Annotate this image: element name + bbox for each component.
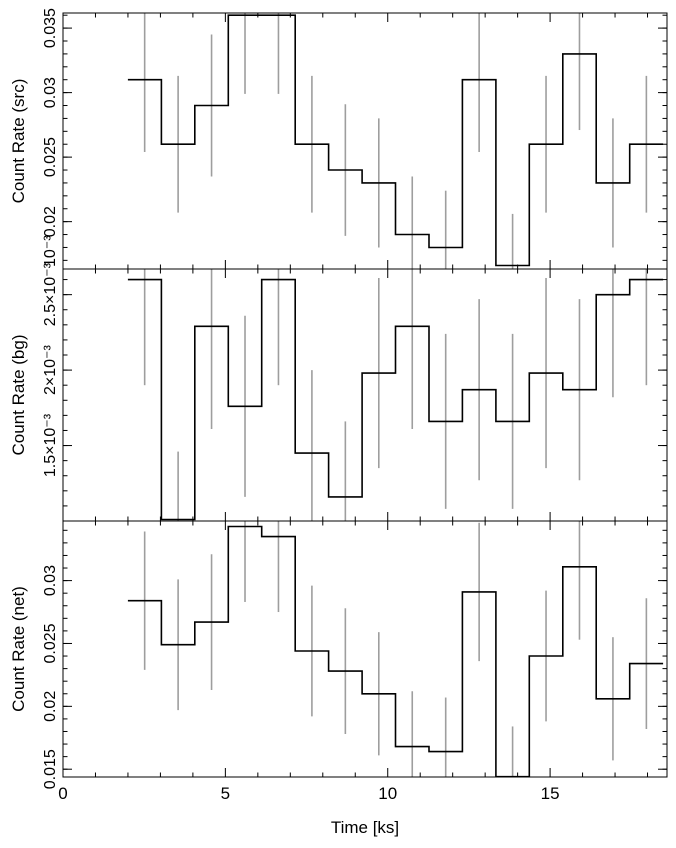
x-tick-label: 15 <box>541 784 560 803</box>
y-tick-label: 0.03 <box>42 565 59 596</box>
axes-frame <box>62 12 668 270</box>
panel-net: 0.015 0.02 0.025 0.03 Count Rate (net) 0 5 10 15… <box>9 520 668 837</box>
y-tick-label: 0.025 <box>42 623 59 663</box>
step-series <box>127 14 664 267</box>
panel-bg: 1.5×10⁻³ 2×10⁻³ 2.5×10⁻³ Count Rate (bg) <box>9 262 668 522</box>
y-tick-label: 1.5×10⁻³ <box>42 413 59 477</box>
y-offset-label: 10⁻³ <box>42 235 59 267</box>
x-tick-label: 0 <box>58 784 67 803</box>
axes-frame <box>62 268 668 522</box>
y-tick-label: 2×10⁻³ <box>42 345 59 395</box>
y-axis-label: Count Rate (src) <box>9 79 28 204</box>
y-tick-label: 2.5×10⁻³ <box>42 262 59 326</box>
y-tick-label: 0.02 <box>42 691 59 722</box>
panel-src: 0.02 0.025 0.03 0.035 10⁻³ Count Rate (src) <box>9 8 668 270</box>
y-axis-label: Count Rate (net) <box>9 586 28 712</box>
step-series <box>127 525 664 778</box>
x-tick-label: 10 <box>378 784 397 803</box>
y-tick-label: 0.02 <box>42 206 59 237</box>
axes-frame <box>62 520 668 778</box>
x-axis-label: Time [ks] <box>331 818 399 837</box>
x-tick-label: 5 <box>221 784 230 803</box>
y-tick-label: 0.03 <box>42 77 59 108</box>
y-tick-label: 0.015 <box>42 749 59 789</box>
y-tick-label: 0.025 <box>42 137 59 177</box>
step-series <box>127 278 664 521</box>
y-axis-label: Count Rate (bg) <box>9 335 28 456</box>
y-tick-label: 0.035 <box>42 8 59 48</box>
